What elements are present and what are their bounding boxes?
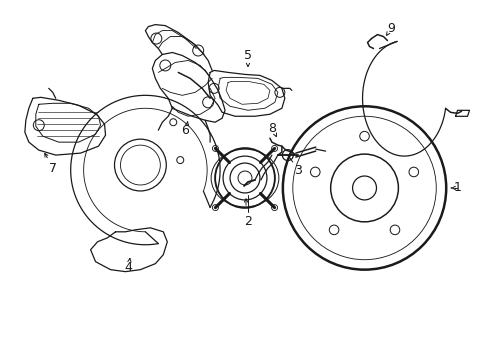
Text: 8: 8 <box>267 122 275 135</box>
Text: 9: 9 <box>386 22 395 35</box>
Text: 5: 5 <box>244 49 251 62</box>
Text: 4: 4 <box>124 261 132 274</box>
Text: 6: 6 <box>181 124 189 137</box>
Text: 3: 3 <box>293 163 301 176</box>
Text: 7: 7 <box>49 162 57 175</box>
Text: 2: 2 <box>244 215 251 228</box>
Text: 1: 1 <box>452 181 460 194</box>
